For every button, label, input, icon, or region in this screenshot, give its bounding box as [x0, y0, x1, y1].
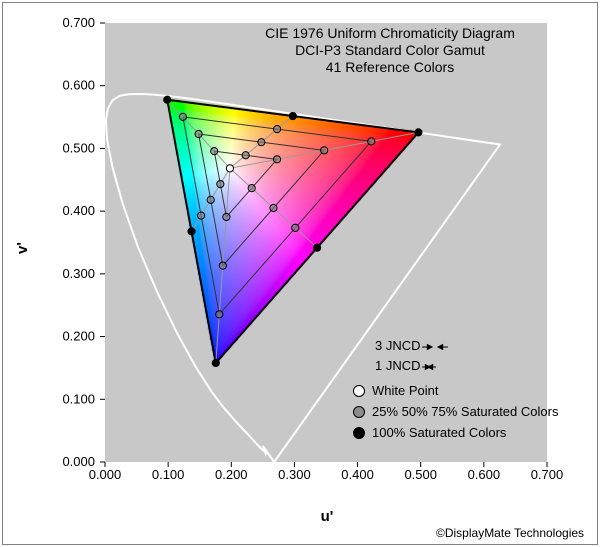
svg-text:3 JNCD: 3 JNCD	[375, 338, 421, 353]
svg-text:0.700: 0.700	[531, 467, 564, 482]
svg-text:v': v'	[14, 242, 31, 254]
svg-text:0.600: 0.600	[62, 78, 95, 93]
svg-text:25% 50% 75% Saturated Colors: 25% 50% 75% Saturated Colors	[372, 404, 559, 419]
svg-text:0.300: 0.300	[62, 266, 95, 281]
svg-text:0.200: 0.200	[215, 467, 248, 482]
svg-text:0.400: 0.400	[341, 467, 374, 482]
svg-text:0.300: 0.300	[278, 467, 311, 482]
svg-text:0.000: 0.000	[62, 454, 95, 469]
svg-text:0.500: 0.500	[62, 140, 95, 155]
svg-text:u': u'	[321, 508, 334, 525]
svg-text:1 JNCD: 1 JNCD	[375, 358, 421, 373]
svg-text:White Point: White Point	[372, 383, 439, 398]
svg-text:0.100: 0.100	[62, 391, 95, 406]
svg-text:41 Reference Colors: 41 Reference Colors	[326, 59, 454, 75]
svg-text:0.500: 0.500	[404, 467, 437, 482]
svg-text:0.700: 0.700	[62, 15, 95, 30]
svg-text:0.400: 0.400	[62, 203, 95, 218]
svg-text:0.200: 0.200	[62, 329, 95, 344]
svg-text:CIE 1976 Uniform Chromaticity: CIE 1976 Uniform Chromaticity Diagram	[265, 25, 515, 41]
svg-text:©DisplayMate Technologies: ©DisplayMate Technologies	[436, 526, 584, 540]
svg-text:100% Saturated Colors: 100% Saturated Colors	[372, 425, 507, 440]
svg-text:0.000: 0.000	[89, 467, 122, 482]
svg-text:0.600: 0.600	[468, 467, 501, 482]
svg-text:DCI-P3 Standard Color Gamut: DCI-P3 Standard Color Gamut	[295, 42, 485, 58]
svg-text:0.100: 0.100	[152, 467, 185, 482]
